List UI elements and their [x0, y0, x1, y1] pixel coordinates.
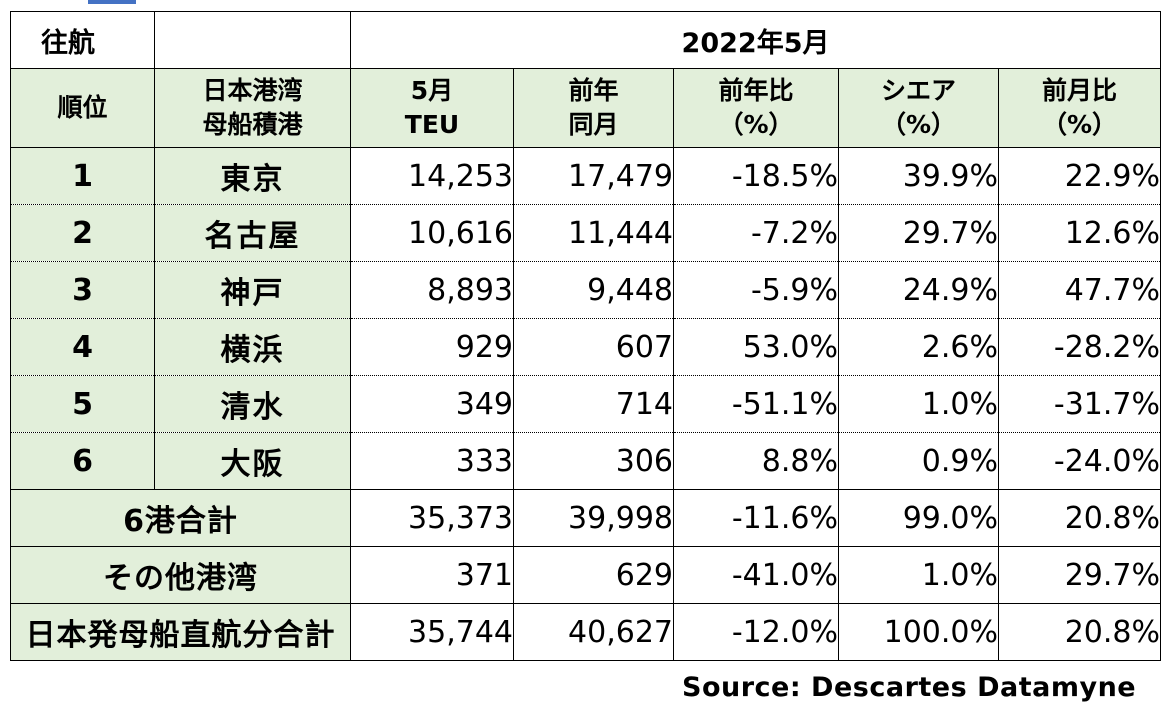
port-cell: 神戸 — [154, 261, 351, 319]
table-row: 2 名古屋 10,616 11,444 -7.2% 29.7% 12.6% — [10, 204, 1162, 262]
port-cell: 大阪 — [154, 432, 351, 490]
yoy-cell: 53.0% — [673, 318, 839, 376]
summary-label: 日本発母船直航分合計 — [10, 603, 351, 661]
rank-cell: 2 — [10, 204, 155, 262]
teu-cell: 349 — [350, 375, 514, 433]
rank-cell: 6 — [10, 432, 155, 490]
share-cell: 39.9% — [838, 147, 999, 205]
summary-row-grand-total: 日本発母船直航分合計 35,744 40,627 -12.0% 100.0% 2… — [10, 603, 1162, 661]
table-row: 4 横浜 929 607 53.0% 2.6% -28.2% — [10, 318, 1162, 376]
summary-label: 6港合計 — [10, 489, 351, 547]
mom-cell: -28.2% — [997, 318, 1162, 376]
direction-title: 往航 — [10, 11, 155, 69]
port-cell: 東京 — [154, 147, 351, 205]
share-cell: 0.9% — [838, 432, 999, 490]
top-accent-mark — [88, 0, 136, 4]
share-cell: 24.9% — [838, 261, 999, 319]
teu-cell: 929 — [350, 318, 514, 376]
share-cell: 1.0% — [838, 546, 999, 604]
yoy-cell: -18.5% — [673, 147, 839, 205]
prev-year-cell: 40,627 — [513, 603, 674, 661]
mom-cell: -24.0% — [997, 432, 1162, 490]
teu-cell: 35,744 — [350, 603, 514, 661]
port-cell: 名古屋 — [154, 204, 351, 262]
prev-year-cell: 607 — [513, 318, 674, 376]
yoy-cell: -51.1% — [673, 375, 839, 433]
rank-cell: 4 — [10, 318, 155, 376]
mom-cell: 29.7% — [997, 546, 1162, 604]
header-share: シエア （%） — [838, 68, 999, 148]
mom-cell: 22.9% — [997, 147, 1162, 205]
teu-cell: 333 — [350, 432, 514, 490]
header-teu: 5月 TEU — [350, 68, 514, 148]
rank-cell: 5 — [10, 375, 155, 433]
port-ranking-table: 往航 2022年5月 順位 日本港湾 母船積港 5月 TEU 前年 同月 前年比 （%）… — [10, 11, 1162, 661]
port-cell: 横浜 — [154, 318, 351, 376]
title-spacer-cell — [154, 11, 351, 69]
share-cell: 99.0% — [838, 489, 999, 547]
mom-cell: -31.7% — [997, 375, 1162, 433]
prev-year-cell: 17,479 — [513, 147, 674, 205]
prev-year-cell: 9,448 — [513, 261, 674, 319]
header-port: 日本港湾 母船積港 — [154, 68, 351, 148]
summary-row-six-ports: 6港合計 35,373 39,998 -11.6% 99.0% 20.8% — [10, 489, 1162, 547]
teu-cell: 35,373 — [350, 489, 514, 547]
header-row: 順位 日本港湾 母船積港 5月 TEU 前年 同月 前年比 （%） シエア （%） 前月比… — [10, 68, 1162, 148]
table-row: 5 清水 349 714 -51.1% 1.0% -31.7% — [10, 375, 1162, 433]
header-prev-year: 前年 同月 — [513, 68, 674, 148]
mom-cell: 12.6% — [997, 204, 1162, 262]
header-yoy: 前年比 （%） — [673, 68, 839, 148]
mom-cell: 20.8% — [997, 603, 1162, 661]
yoy-cell: -41.0% — [673, 546, 839, 604]
mom-cell: 47.7% — [997, 261, 1162, 319]
prev-year-cell: 39,998 — [513, 489, 674, 547]
share-cell: 100.0% — [838, 603, 999, 661]
prev-year-cell: 714 — [513, 375, 674, 433]
rank-cell: 1 — [10, 147, 155, 205]
prev-year-cell: 306 — [513, 432, 674, 490]
rank-cell: 3 — [10, 261, 155, 319]
yoy-cell: -7.2% — [673, 204, 839, 262]
yoy-cell: -11.6% — [673, 489, 839, 547]
title-row: 往航 2022年5月 — [10, 11, 1162, 69]
header-mom: 前月比 （%） — [997, 68, 1162, 148]
port-cell: 清水 — [154, 375, 351, 433]
source-note: Source: Descartes Datamyne — [682, 672, 1137, 703]
summary-row-other-ports: その他港湾 371 629 -41.0% 1.0% 29.7% — [10, 546, 1162, 604]
yoy-cell: 8.8% — [673, 432, 839, 490]
mom-cell: 20.8% — [997, 489, 1162, 547]
yoy-cell: -5.9% — [673, 261, 839, 319]
table-row: 3 神戸 8,893 9,448 -5.9% 24.9% 47.7% — [10, 261, 1162, 319]
table-row: 1 東京 14,253 17,479 -18.5% 39.9% 22.9% — [10, 147, 1162, 205]
yoy-cell: -12.0% — [673, 603, 839, 661]
teu-cell: 371 — [350, 546, 514, 604]
summary-label: その他港湾 — [10, 546, 351, 604]
teu-cell: 10,616 — [350, 204, 514, 262]
period-title: 2022年5月 — [349, 11, 1162, 69]
prev-year-cell: 11,444 — [513, 204, 674, 262]
table-row: 6 大阪 333 306 8.8% 0.9% -24.0% — [10, 432, 1162, 490]
teu-cell: 8,893 — [350, 261, 514, 319]
share-cell: 1.0% — [838, 375, 999, 433]
teu-cell: 14,253 — [350, 147, 514, 205]
share-cell: 29.7% — [838, 204, 999, 262]
header-rank: 順位 — [10, 68, 155, 148]
prev-year-cell: 629 — [513, 546, 674, 604]
share-cell: 2.6% — [838, 318, 999, 376]
